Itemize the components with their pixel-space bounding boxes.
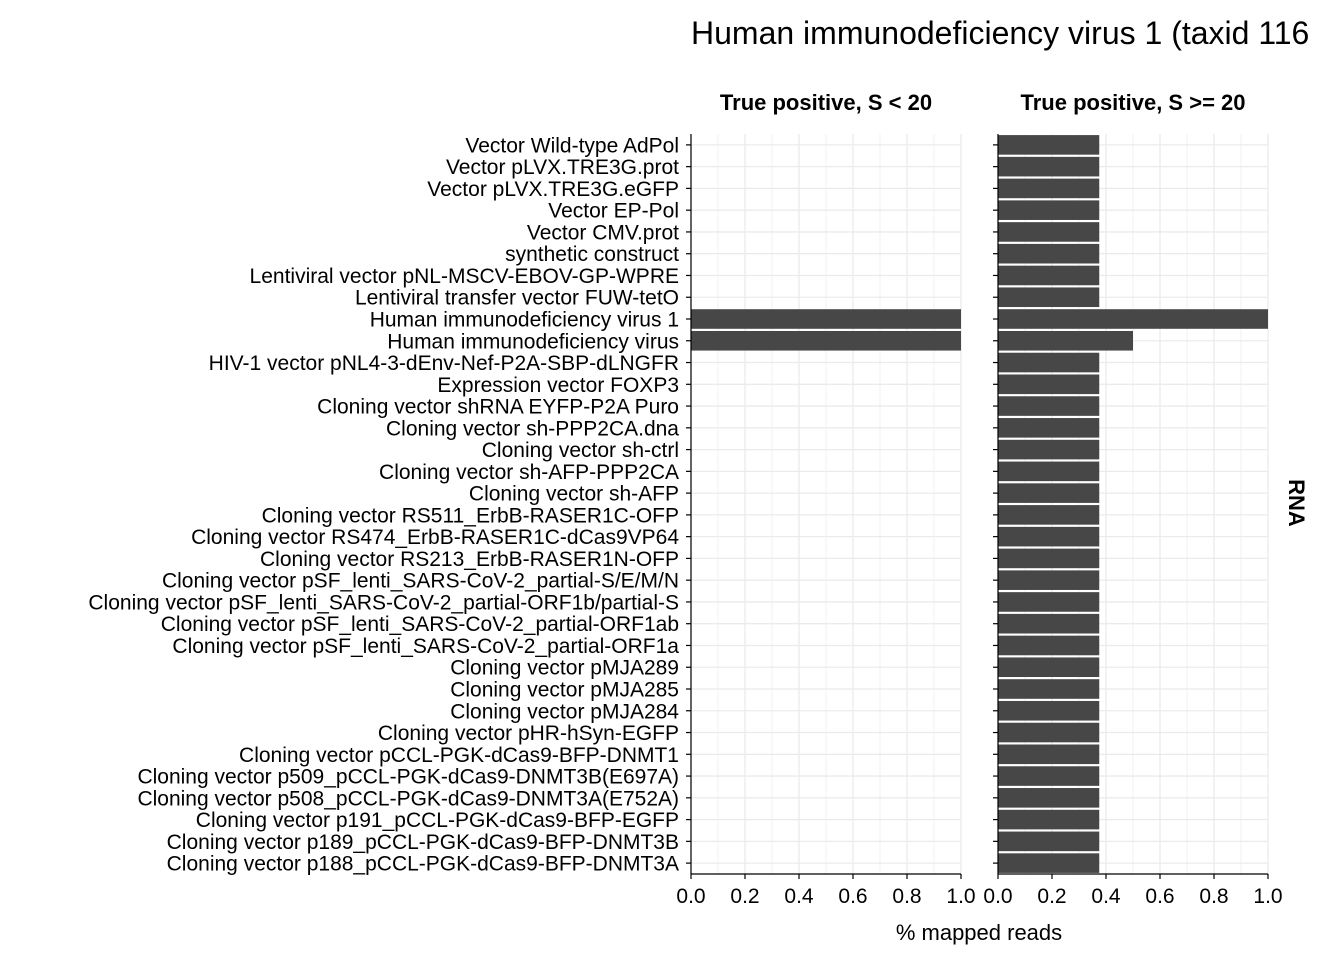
bar: [998, 265, 1100, 286]
bar: [998, 439, 1100, 460]
y-tick-label: Vector EP-Pol: [548, 200, 679, 223]
bar: [998, 396, 1100, 416]
panel-1: True positive, S < 20 0.0 0.2 0.4 0.6 0.8 1.0: [676, 90, 975, 908]
y-tick-label: Cloning vector sh-AFP-PPP2CA: [379, 461, 679, 484]
bar: [998, 635, 1100, 656]
y-tick-label: Cloning vector p509_pCCL-PGK-dCas9-DNMT3…: [137, 766, 679, 789]
bar: [998, 178, 1100, 199]
bar: [998, 330, 1133, 351]
y-tick-label: Lentiviral vector pNL-MSCV-EBOV-GP-WPRE: [250, 265, 679, 288]
bar: [998, 592, 1100, 612]
bar: [998, 156, 1100, 177]
y-tick-label: Vector pLVX.TRE3G.prot: [446, 156, 679, 179]
y-tick-label: Cloning vector shRNA EYFP-P2A Puro: [317, 396, 679, 419]
y-tick-label: Cloning vector p189_pCCL-PGK-dCas9-BFP-D…: [167, 831, 679, 854]
x-tick-label: 0.2: [1037, 885, 1066, 908]
y-tick-label: Human immunodeficiency virus 1: [370, 309, 679, 332]
bar: [998, 309, 1268, 329]
y-tick-label: Vector pLVX.TRE3G.eGFP: [427, 178, 679, 201]
y-tick-label: Expression vector FOXP3: [437, 374, 679, 397]
y-tick-label: Cloning vector sh-PPP2CA.dna: [386, 417, 679, 440]
panel-2: True positive, S >= 20 0.0 0.2 0.4 0.6 0.8 1.0: [983, 90, 1282, 908]
y-tick-label: Cloning vector RS511_ErbB-RASER1C-OFP: [262, 504, 679, 527]
bar: [998, 200, 1100, 220]
y-tick-label: Lentiviral transfer vector FUW-tetO: [355, 287, 679, 310]
bar: [998, 766, 1100, 786]
x-tick-label: 0.8: [892, 885, 921, 908]
bar: [998, 809, 1100, 830]
facet-strip-title: True positive, S >= 20: [1021, 90, 1246, 115]
panels: True positive, S < 200.0 0.2 0.4 0.6 0.8 1.0T…: [676, 90, 1282, 908]
bar: [998, 287, 1100, 308]
bar: [998, 657, 1100, 678]
y-tick-label: Cloning vector p508_pCCL-PGK-dCas9-DNMT3…: [137, 787, 679, 810]
y-tick-label: Vector CMV.prot: [527, 221, 679, 244]
y-tick-label: Cloning vector RS474_ErbB-RASER1C-dCas9V…: [191, 526, 679, 549]
bar: [998, 548, 1100, 569]
x-tick-label: 0.0: [983, 885, 1012, 908]
x-tick-label: 0.6: [838, 885, 867, 908]
x-tick-label: 0.8: [1199, 885, 1228, 908]
bar: [998, 526, 1100, 547]
y-tick-label: Cloning vector pSF_lenti_SARS-CoV-2_part…: [161, 613, 679, 636]
bar: [998, 788, 1100, 808]
x-axis-title: % mapped reads: [896, 920, 1062, 945]
y-tick-label: Cloning vector p191_pCCL-PGK-dCas9-BFP-E…: [196, 809, 679, 832]
bar: [998, 722, 1100, 743]
x-tick-label: 0.2: [730, 885, 759, 908]
bar: [998, 700, 1100, 721]
bar: [998, 135, 1100, 155]
y-tick-label: Cloning vector pSF_lenti_SARS-CoV-2_part…: [162, 570, 679, 593]
bar: [998, 831, 1100, 852]
y-tick-label: Vector Wild-type AdPol: [465, 134, 679, 157]
x-tick-label: 0.0: [676, 885, 705, 908]
y-tick-label: Cloning vector pSF_lenti_SARS-CoV-2_part…: [172, 635, 679, 658]
y-tick-label: Cloning vector sh-AFP: [469, 483, 679, 506]
x-tick-label: 0.6: [1145, 885, 1174, 908]
y-tick-label: Cloning vector pHR-hSyn-EGFP: [378, 722, 679, 745]
x-tick-label: 0.4: [1091, 885, 1121, 908]
y-tick-label: synthetic construct: [505, 243, 679, 266]
bar: [998, 418, 1100, 438]
y-tick-label: Cloning vector sh-ctrl: [482, 439, 679, 462]
bar: [998, 461, 1100, 482]
bar: [998, 222, 1100, 242]
bar: [691, 330, 961, 351]
x-tick-label: 1.0: [946, 885, 975, 908]
bar: [998, 744, 1100, 765]
facet-strip-right: RNA: [1284, 479, 1309, 527]
bar: [998, 570, 1100, 590]
bar: [998, 679, 1100, 699]
bar: [998, 505, 1100, 525]
bar: [998, 243, 1100, 264]
bar: [998, 374, 1100, 395]
bar: [998, 853, 1100, 873]
bar: [998, 352, 1100, 373]
y-tick-label: Cloning vector RS213_ErbB-RASER1N-OFP: [260, 548, 679, 571]
bar: [998, 613, 1100, 634]
facet-strip-title: True positive, S < 20: [720, 90, 932, 115]
bar: [691, 309, 961, 329]
x-tick-label: 0.4: [784, 885, 814, 908]
y-tick-label: Cloning vector pMJA285: [450, 679, 679, 702]
y-tick-label: Cloning vector p188_pCCL-PGK-dCas9-BFP-D…: [167, 853, 679, 876]
chart-title: Human immunodeficiency virus 1 (taxid 11…: [691, 15, 1309, 51]
y-tick-label: Cloning vector pMJA289: [450, 657, 679, 680]
bar: [998, 483, 1100, 503]
y-tick-label: Human immunodeficiency virus: [387, 330, 679, 353]
y-tick-label: Cloning vector pCCL-PGK-dCas9-BFP-DNMT1: [239, 744, 679, 767]
y-tick-label: Cloning vector pMJA284: [450, 700, 679, 723]
y-tick-label: Cloning vector pSF_lenti_SARS-CoV-2_part…: [88, 591, 679, 614]
x-tick-label: 1.0: [1253, 885, 1282, 908]
y-tick-label: HIV-1 vector pNL4-3-dEnv-Nef-P2A-SBP-dLN…: [209, 352, 679, 375]
